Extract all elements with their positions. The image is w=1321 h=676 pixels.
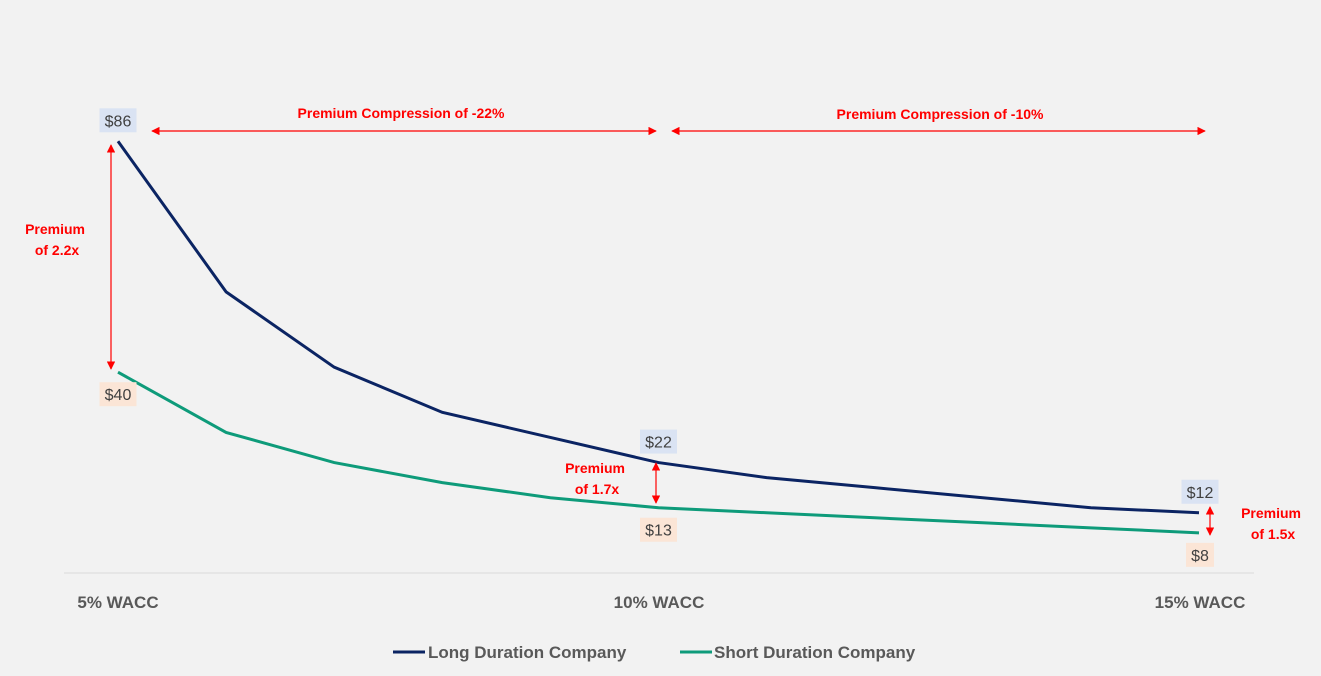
data-label-bg [99, 108, 137, 133]
data-label-short: $13 [645, 523, 672, 540]
data-label-short: $40 [105, 387, 132, 404]
data-label-bg [1181, 479, 1219, 504]
data-label-long: $12 [1187, 485, 1214, 502]
premium-label-1: Premium of 2.2x [25, 221, 89, 258]
data-label-bg [640, 517, 677, 542]
data-label-short: $8 [1191, 548, 1209, 565]
compression-label-2: Premium Compression of -10% [837, 106, 1044, 122]
compression-label-1: Premium Compression of -22% [298, 105, 505, 121]
premium-label-2: Premium of 1.7x [565, 460, 629, 497]
x-tick-label: 10% WACC [614, 593, 705, 612]
legend-label-long: Long Duration Company [428, 643, 627, 662]
premium-label-3: Premium of 1.5x [1241, 505, 1305, 542]
x-tick-label: 5% WACC [77, 593, 158, 612]
series-line-short [117, 370, 1200, 535]
data-label-long: $22 [645, 435, 672, 452]
data-label-bg [1186, 542, 1214, 567]
legend: Long Duration Company Short Duration Com… [393, 643, 916, 662]
data-label-bg [99, 382, 137, 407]
x-tick-label: 15% WACC [1155, 593, 1246, 612]
legend-label-short: Short Duration Company [714, 643, 916, 662]
series-line-long [116, 140, 1200, 515]
data-label-bg [640, 429, 677, 454]
data-label-long: $86 [105, 113, 132, 130]
